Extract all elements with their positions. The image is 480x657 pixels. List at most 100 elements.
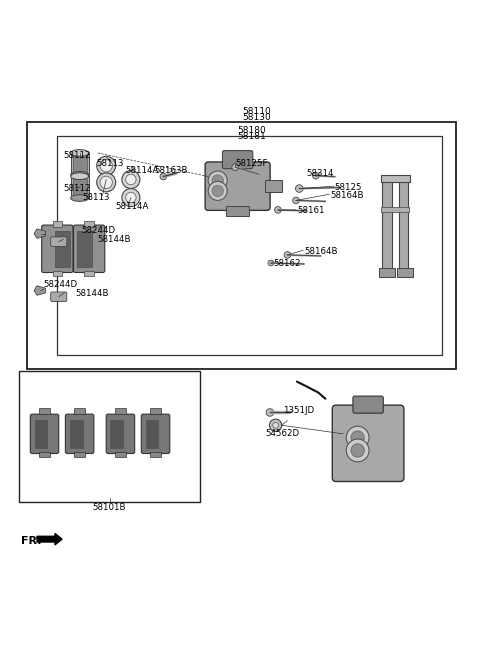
Bar (379, 268, 395, 277)
Text: 58181: 58181 (238, 132, 266, 141)
Text: 58244D: 58244D (43, 281, 77, 289)
Text: 58144B: 58144B (97, 235, 131, 244)
Circle shape (96, 173, 116, 192)
Text: 58125: 58125 (335, 183, 362, 192)
Bar (72, 155, 87, 172)
Bar (57, 137, 442, 355)
Circle shape (126, 193, 136, 203)
Bar (382, 206, 409, 212)
Text: 58164B: 58164B (330, 191, 364, 200)
Circle shape (232, 164, 239, 171)
Text: 58114A: 58114A (116, 202, 149, 211)
Bar (53, 271, 62, 277)
Circle shape (351, 443, 364, 457)
Bar (55, 231, 70, 267)
Ellipse shape (71, 194, 89, 201)
FancyBboxPatch shape (222, 150, 253, 169)
Bar (71, 176, 89, 198)
Circle shape (212, 185, 223, 196)
Bar (396, 268, 413, 277)
Bar (53, 221, 62, 227)
Circle shape (269, 419, 282, 432)
Text: 58244D: 58244D (81, 226, 115, 235)
Text: 58144B: 58144B (75, 289, 108, 298)
Bar (72, 179, 87, 196)
Ellipse shape (71, 150, 89, 156)
Bar (26, 122, 456, 369)
Circle shape (122, 189, 140, 206)
Bar (70, 420, 83, 448)
FancyBboxPatch shape (51, 237, 67, 246)
FancyBboxPatch shape (30, 414, 59, 453)
Circle shape (284, 252, 291, 258)
Bar (150, 451, 161, 457)
FancyBboxPatch shape (205, 162, 270, 210)
Circle shape (96, 156, 116, 175)
Text: 58113: 58113 (96, 159, 124, 168)
FancyBboxPatch shape (65, 414, 94, 453)
Bar (84, 271, 94, 277)
FancyBboxPatch shape (51, 292, 67, 302)
Circle shape (212, 175, 223, 186)
Circle shape (100, 160, 112, 172)
FancyBboxPatch shape (141, 414, 170, 453)
Polygon shape (37, 533, 62, 545)
Ellipse shape (71, 171, 89, 178)
Bar (39, 451, 50, 457)
Text: 58163B: 58163B (155, 166, 188, 175)
Polygon shape (34, 286, 46, 295)
Bar (226, 206, 250, 216)
Text: FR.: FR. (21, 536, 41, 546)
Circle shape (100, 176, 112, 189)
Circle shape (160, 173, 167, 180)
Circle shape (346, 439, 369, 462)
Bar (145, 420, 158, 448)
Circle shape (293, 197, 300, 204)
FancyBboxPatch shape (42, 225, 73, 273)
Bar (71, 153, 89, 175)
FancyBboxPatch shape (106, 414, 135, 453)
Circle shape (126, 174, 136, 185)
Bar (74, 409, 85, 414)
Circle shape (268, 260, 274, 266)
Text: 58314: 58314 (306, 170, 334, 178)
Bar (150, 409, 161, 414)
Bar (265, 181, 281, 192)
Bar (115, 409, 126, 414)
Circle shape (351, 431, 364, 444)
Text: 58113: 58113 (83, 193, 110, 202)
Bar (77, 231, 92, 267)
Bar (115, 451, 126, 457)
Text: 54562D: 54562D (265, 429, 299, 438)
Bar (19, 371, 200, 502)
Bar (399, 179, 408, 271)
Circle shape (273, 422, 278, 428)
Bar (74, 451, 85, 457)
Polygon shape (34, 229, 46, 238)
Text: 58112: 58112 (63, 151, 91, 160)
Bar (39, 409, 50, 414)
FancyBboxPatch shape (332, 405, 404, 482)
Text: 58164B: 58164B (304, 246, 337, 256)
Text: 58114A: 58114A (125, 166, 158, 175)
Circle shape (208, 181, 227, 200)
Bar (383, 179, 392, 271)
Circle shape (266, 409, 274, 417)
Circle shape (346, 426, 369, 449)
Text: 58180: 58180 (238, 125, 266, 135)
Bar (382, 175, 410, 183)
FancyBboxPatch shape (73, 225, 105, 273)
Circle shape (208, 171, 227, 190)
Circle shape (296, 185, 303, 193)
Text: 58161: 58161 (297, 206, 324, 215)
Text: 58101B: 58101B (93, 503, 126, 512)
Bar (35, 420, 48, 448)
Circle shape (275, 206, 281, 214)
Text: 58130: 58130 (242, 114, 271, 122)
Text: 58110: 58110 (242, 106, 271, 116)
Ellipse shape (71, 173, 89, 179)
Text: 58125F: 58125F (235, 159, 268, 168)
Text: 58162: 58162 (273, 259, 300, 268)
Text: 1351JD: 1351JD (283, 405, 314, 415)
Bar (84, 221, 94, 227)
